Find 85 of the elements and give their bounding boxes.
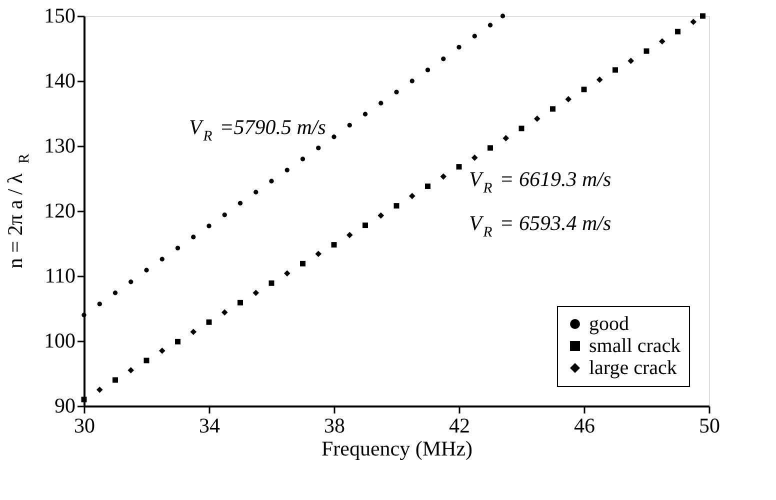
y-tick-label: 120: [44, 198, 76, 222]
x-axis-title: Frequency (MHz): [321, 436, 473, 460]
point: [408, 192, 416, 200]
point: [128, 280, 134, 284]
point: [222, 212, 227, 218]
point: [441, 56, 446, 62]
point: [488, 145, 493, 151]
legend-label: large crack: [589, 357, 677, 379]
point: [502, 135, 510, 142]
x-tick-label: 42: [449, 414, 470, 438]
point: [254, 190, 258, 194]
point: [97, 302, 102, 306]
x-tick-label: 46: [574, 414, 595, 438]
point: [565, 96, 572, 102]
point: [534, 116, 540, 122]
point: [300, 260, 306, 266]
point: [175, 338, 180, 344]
y-tick-label: 100: [44, 328, 76, 352]
point: [284, 270, 290, 277]
point: [425, 68, 430, 72]
point: [346, 232, 353, 238]
point: [362, 222, 368, 228]
point: [252, 290, 260, 296]
y-axis-title: n = 2π a / λR: [3, 154, 32, 268]
y-tick-label: 130: [44, 134, 76, 158]
y-tick-label: 90: [54, 394, 76, 418]
point: [644, 48, 650, 54]
y-tick-label: 110: [44, 264, 76, 288]
point: [284, 168, 290, 172]
point: [332, 134, 336, 140]
y-tick-label: 150: [44, 4, 76, 28]
legend-label: small crack: [589, 335, 681, 357]
point: [221, 309, 228, 316]
x-tick-label: 30: [74, 414, 95, 438]
point: [378, 100, 384, 106]
point: [112, 377, 118, 383]
point: [331, 242, 337, 248]
point: [206, 224, 212, 228]
point: [315, 250, 322, 258]
point: [96, 386, 103, 393]
point: [581, 86, 587, 92]
point: [550, 106, 556, 112]
point: [425, 184, 430, 190]
point: [394, 203, 400, 209]
point: [112, 290, 118, 296]
point: [158, 348, 166, 354]
point: [488, 22, 493, 28]
point: [596, 76, 603, 83]
point: [394, 90, 399, 94]
point: [238, 300, 243, 306]
point: [362, 112, 368, 116]
point: [456, 164, 462, 170]
point: [700, 13, 706, 19]
point: [144, 268, 149, 272]
point: [658, 38, 666, 45]
legend-label: good: [589, 313, 629, 335]
point: [471, 154, 478, 161]
point: [206, 319, 212, 325]
point: [612, 67, 618, 73]
point: [675, 28, 680, 34]
point: [316, 146, 321, 150]
point: [128, 367, 134, 374]
point: [690, 18, 697, 26]
point: [160, 256, 164, 262]
x-tick-label: 50: [699, 414, 720, 438]
point: [269, 178, 274, 184]
point: [456, 44, 462, 50]
point: [175, 246, 180, 250]
point: [378, 212, 384, 219]
point: [500, 14, 506, 18]
x-tick-label: 38: [324, 414, 345, 438]
point: [238, 200, 243, 206]
point: [628, 58, 634, 64]
point: [472, 34, 477, 38]
point: [191, 234, 196, 240]
point: [440, 173, 447, 180]
point: [410, 78, 414, 84]
x-tick-label: 34: [199, 414, 220, 438]
point: [347, 122, 352, 128]
point: [518, 126, 524, 132]
point: [82, 312, 86, 318]
point: [300, 156, 306, 162]
y-tick-label: 140: [44, 68, 76, 92]
point: [268, 280, 274, 286]
point: [190, 328, 197, 336]
